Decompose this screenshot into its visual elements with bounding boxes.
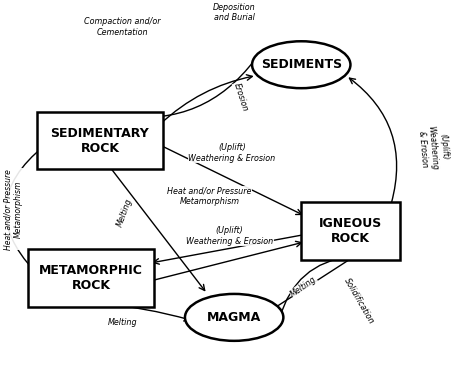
FancyBboxPatch shape bbox=[37, 112, 163, 169]
FancyBboxPatch shape bbox=[301, 202, 400, 260]
Text: Melting: Melting bbox=[115, 197, 134, 228]
Text: (Uplift)
Weathering & Erosion: (Uplift) Weathering & Erosion bbox=[188, 143, 276, 163]
Text: Deposition
and Burial: Deposition and Burial bbox=[213, 3, 256, 22]
Text: SEDIMENTS: SEDIMENTS bbox=[261, 58, 342, 71]
Text: Melting: Melting bbox=[289, 274, 318, 299]
Text: (Uplift)
Weathering & Erosion: (Uplift) Weathering & Erosion bbox=[186, 226, 273, 246]
Ellipse shape bbox=[185, 294, 283, 341]
Text: (Uplift)
Weathering
& Erosion: (Uplift) Weathering & Erosion bbox=[416, 124, 450, 171]
Text: Melting: Melting bbox=[108, 318, 137, 327]
Text: SEDIMENTARY
ROCK: SEDIMENTARY ROCK bbox=[50, 127, 149, 154]
Text: IGNEOUS
ROCK: IGNEOUS ROCK bbox=[319, 217, 382, 245]
Text: Compaction and/or
Cementation: Compaction and/or Cementation bbox=[84, 17, 161, 36]
FancyBboxPatch shape bbox=[29, 249, 153, 307]
Text: Heat and/or Pressure
Metamorphism: Heat and/or Pressure Metamorphism bbox=[3, 169, 23, 250]
Text: Heat and/or Pressure
Metamorphism: Heat and/or Pressure Metamorphism bbox=[168, 187, 252, 206]
Text: METAMORPHIC
ROCK: METAMORPHIC ROCK bbox=[39, 264, 143, 292]
Text: MAGMA: MAGMA bbox=[207, 311, 262, 324]
Text: Solidification: Solidification bbox=[343, 277, 376, 326]
Text: Erosion: Erosion bbox=[232, 82, 250, 113]
Ellipse shape bbox=[252, 41, 350, 88]
